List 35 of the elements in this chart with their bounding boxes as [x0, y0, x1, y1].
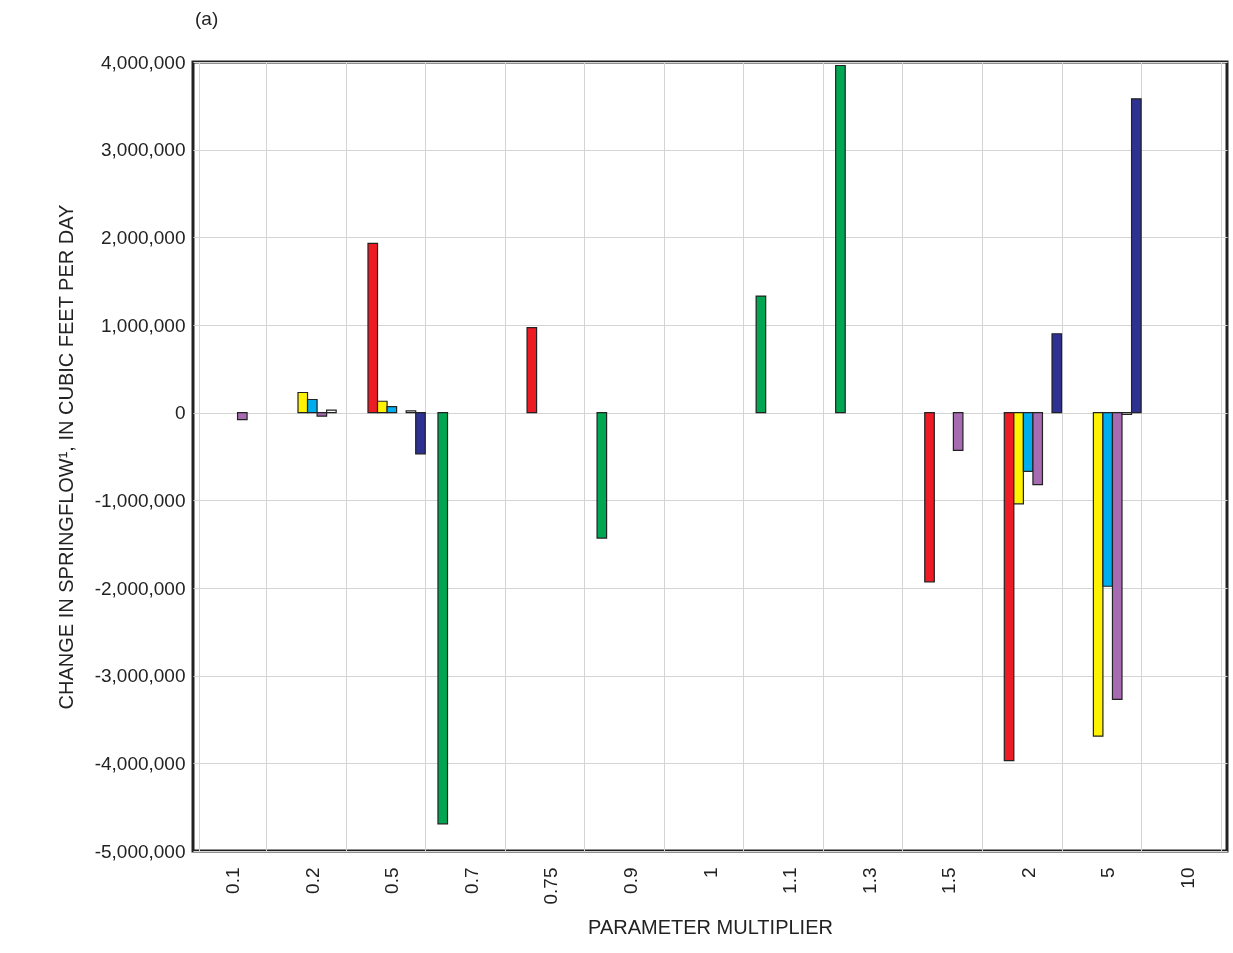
y-tick-label: -3,000,000	[94, 665, 186, 687]
bar	[755, 295, 767, 414]
x-tick-label: 1.3	[858, 867, 880, 894]
y-tick-label: -2,000,000	[94, 577, 186, 599]
chart-title: (a)	[195, 8, 219, 29]
y-tick-label: 3,000,000	[100, 139, 186, 161]
x-tick-label: 10	[1176, 867, 1198, 889]
x-tick-label: 0.7	[460, 867, 482, 894]
x-tick-label: 1	[699, 867, 721, 879]
y-axis-title: CHANGE IN SPRINGFLOW¹, IN CUBIC FEET PER DAY	[54, 204, 77, 710]
x-tick-label: 0.9	[619, 867, 641, 894]
bar	[526, 327, 538, 414]
y-tick-label: 2,000,000	[100, 226, 186, 248]
x-axis-title: PARAMETER MULTIPLIER	[588, 916, 833, 939]
bar	[924, 412, 935, 583]
y-tick-label: -5,000,000	[94, 840, 186, 862]
x-tick-label: 5	[1097, 867, 1119, 879]
x-tick-label: 0.75	[540, 867, 562, 905]
bar	[437, 412, 449, 825]
bar	[1051, 333, 1063, 414]
bar	[236, 412, 248, 421]
y-tick-label: 4,000,000	[100, 51, 186, 73]
y-tick-label: 1,000,000	[100, 314, 186, 336]
bar	[952, 412, 964, 451]
y-tick-label: -1,000,000	[94, 489, 186, 511]
x-tick-label: 1.5	[938, 867, 960, 894]
bar	[596, 412, 608, 539]
y-tick-label: -4,000,000	[94, 752, 186, 774]
y-tick-label: 0	[174, 402, 186, 424]
x-tick-label: 0.2	[301, 867, 323, 894]
bar	[835, 64, 846, 414]
x-tick-label: 0.1	[222, 867, 244, 894]
x-tick-label: 2	[1017, 867, 1039, 879]
x-tick-label: 1.1	[779, 867, 801, 894]
x-tick-label: 0.5	[381, 867, 403, 894]
